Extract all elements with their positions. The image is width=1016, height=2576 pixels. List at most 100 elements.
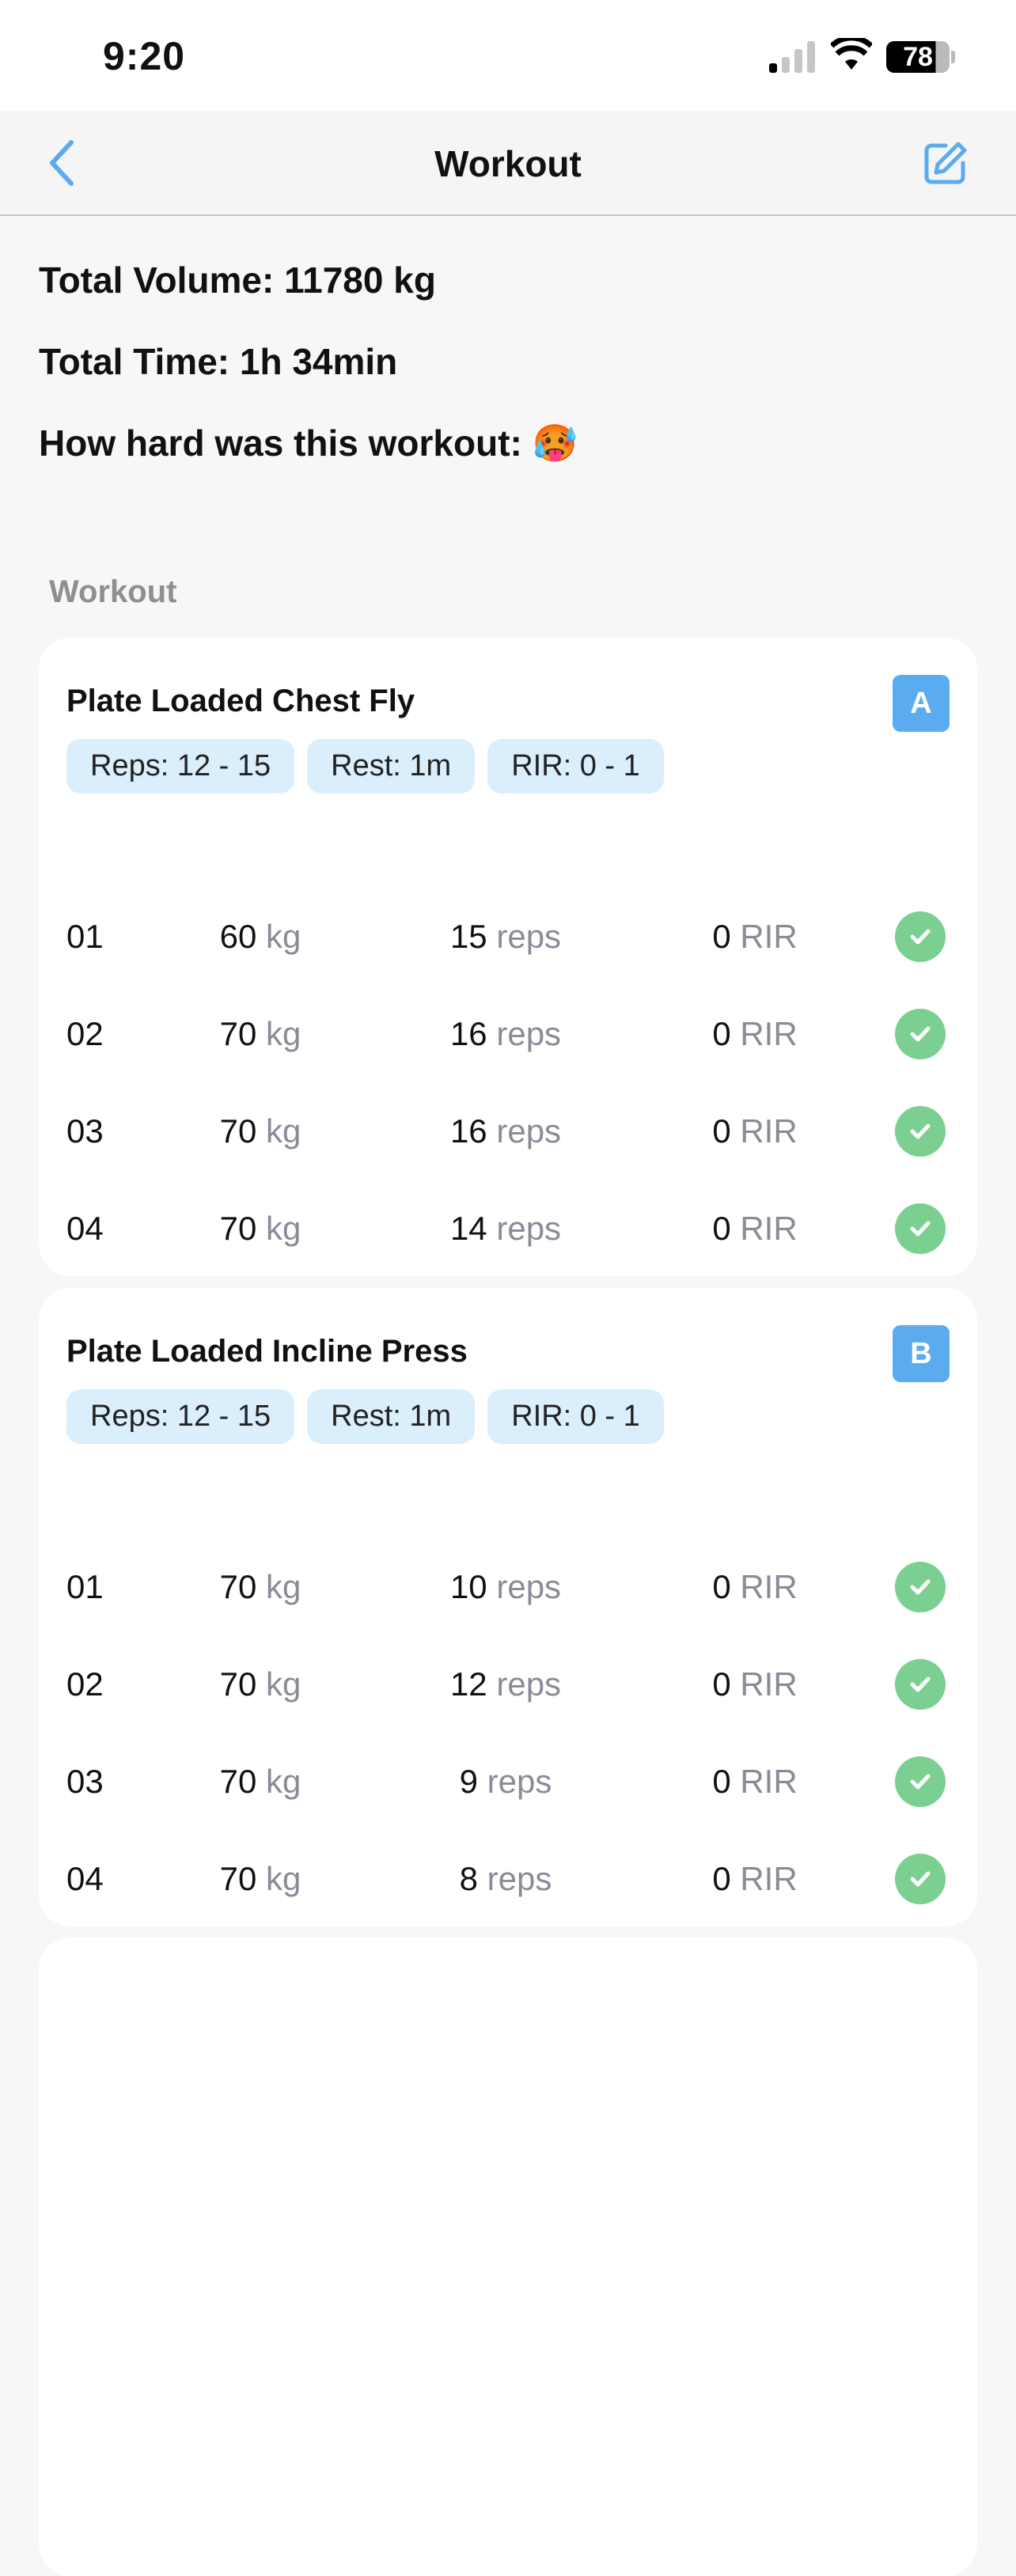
rir-unit: RIR <box>740 918 798 955</box>
rir-value: 0 <box>712 1860 731 1897</box>
set-reps: 16 reps <box>411 1002 601 1066</box>
reps-value: 16 <box>449 1112 487 1150</box>
reps-value: 15 <box>449 918 487 955</box>
difficulty-rating: How hard was this workout: 🥵 <box>39 422 578 464</box>
total-time: Total Time: 1h 34min <box>39 341 398 382</box>
rir-unit: RIR <box>740 1112 798 1150</box>
weight-unit: kg <box>266 1112 301 1150</box>
rir-value: 0 <box>712 1763 731 1800</box>
set-rir: 0 RIR <box>688 1653 822 1716</box>
check-icon[interactable] <box>895 1854 946 1904</box>
back-chevron-icon[interactable] <box>46 139 78 187</box>
set-number: 02 <box>66 1015 104 1052</box>
set-weight: 70 kg <box>173 1847 347 1911</box>
set-row: 03 70 kg 9 reps 0 RIR <box>39 1750 977 1813</box>
superset-badge: A <box>893 675 950 732</box>
wifi-icon <box>831 38 872 70</box>
weight-unit: kg <box>266 918 301 955</box>
set-number: 04 <box>66 1860 104 1897</box>
rir-value: 0 <box>712 918 731 955</box>
reps-value: 12 <box>449 1665 487 1703</box>
weight-value: 70 <box>219 1112 257 1150</box>
reps-value: 10 <box>449 1568 487 1605</box>
weight-value: 70 <box>219 1210 257 1247</box>
info-chip: Reps: 12 - 15 <box>66 739 295 794</box>
page-title: Workout <box>434 143 582 184</box>
rir-unit: RIR <box>740 1568 798 1605</box>
weight-value: 70 <box>219 1860 257 1897</box>
superset-badge: B <box>893 1325 950 1382</box>
status-bar: 9:20 78 <box>0 0 1016 111</box>
weight-value: 70 <box>219 1015 257 1052</box>
exercise-chips: Reps: 12 - 15 Rest: 1m RIR: 0 - 1 <box>66 739 664 794</box>
weight-unit: kg <box>266 1763 301 1800</box>
set-rir: 0 RIR <box>688 1750 822 1813</box>
battery-tip <box>951 51 955 63</box>
set-rir: 0 RIR <box>688 905 822 968</box>
info-chip: RIR: 0 - 1 <box>487 1389 664 1444</box>
reps-value: 16 <box>449 1015 487 1052</box>
set-number: 01 <box>66 1568 104 1605</box>
weight-unit: kg <box>266 1210 301 1247</box>
set-number: 02 <box>66 1665 104 1703</box>
weight-unit: kg <box>266 1568 301 1605</box>
check-icon[interactable] <box>895 1562 946 1612</box>
rir-unit: RIR <box>740 1860 798 1897</box>
set-row: 01 70 kg 10 reps 0 RIR <box>39 1555 977 1619</box>
signal-icon <box>769 41 815 73</box>
exercise-chips: Reps: 12 - 15 Rest: 1m RIR: 0 - 1 <box>66 1389 664 1444</box>
total-volume: Total Volume: 11780 kg <box>39 259 436 301</box>
clock: 9:20 <box>103 34 186 78</box>
reps-unit: reps <box>496 918 562 955</box>
check-icon[interactable] <box>895 1756 946 1807</box>
weight-value: 70 <box>219 1763 257 1800</box>
edit-icon[interactable] <box>922 139 969 187</box>
set-rir: 0 RIR <box>688 1002 822 1066</box>
reps-unit: reps <box>496 1112 562 1150</box>
exercise-card[interactable]: Plate Loaded Incline Press B Reps: 12 - … <box>39 1288 977 1926</box>
set-reps: 8 reps <box>411 1847 601 1911</box>
exercise-card-partial[interactable] <box>39 1938 977 2576</box>
set-weight: 60 kg <box>173 905 347 968</box>
set-number: 01 <box>66 918 104 955</box>
reps-value: 8 <box>459 1860 478 1897</box>
set-number: 04 <box>66 1210 104 1247</box>
check-icon[interactable] <box>895 1659 946 1710</box>
reps-unit: reps <box>496 1665 562 1703</box>
weight-unit: kg <box>266 1015 301 1052</box>
set-row: 02 70 kg 16 reps 0 RIR <box>39 1002 977 1066</box>
set-reps: 16 reps <box>411 1100 601 1163</box>
set-rir: 0 RIR <box>688 1847 822 1911</box>
set-rir: 0 RIR <box>688 1197 822 1260</box>
battery-icon: 78 <box>886 41 950 73</box>
rir-value: 0 <box>712 1112 731 1150</box>
rir-value: 0 <box>712 1665 731 1703</box>
set-weight: 70 kg <box>173 1750 347 1813</box>
weight-value: 70 <box>219 1665 257 1703</box>
reps-unit: reps <box>487 1763 552 1800</box>
info-chip: RIR: 0 - 1 <box>487 739 664 794</box>
set-reps: 10 reps <box>411 1555 601 1619</box>
rir-unit: RIR <box>740 1210 798 1247</box>
rir-unit: RIR <box>740 1665 798 1703</box>
reps-unit: reps <box>496 1210 562 1247</box>
weight-value: 70 <box>219 1568 257 1605</box>
set-row: 01 60 kg 15 reps 0 RIR <box>39 905 977 968</box>
info-chip: Rest: 1m <box>307 739 476 794</box>
check-icon[interactable] <box>895 911 946 962</box>
reps-value: 9 <box>459 1763 478 1800</box>
rir-value: 0 <box>712 1568 731 1605</box>
set-reps: 15 reps <box>411 905 601 968</box>
set-number: 03 <box>66 1112 104 1150</box>
check-icon[interactable] <box>895 1203 946 1254</box>
nav-bar: Workout <box>0 111 1016 216</box>
exercise-card[interactable]: Plate Loaded Chest Fly A Reps: 12 - 15 Re… <box>39 638 977 1276</box>
rir-unit: RIR <box>740 1015 798 1052</box>
set-rir: 0 RIR <box>688 1100 822 1163</box>
set-weight: 70 kg <box>173 1555 347 1619</box>
check-icon[interactable] <box>895 1009 946 1059</box>
set-reps: 9 reps <box>411 1750 601 1813</box>
check-icon[interactable] <box>895 1106 946 1157</box>
weight-unit: kg <box>266 1665 301 1703</box>
rir-value: 0 <box>712 1210 731 1247</box>
